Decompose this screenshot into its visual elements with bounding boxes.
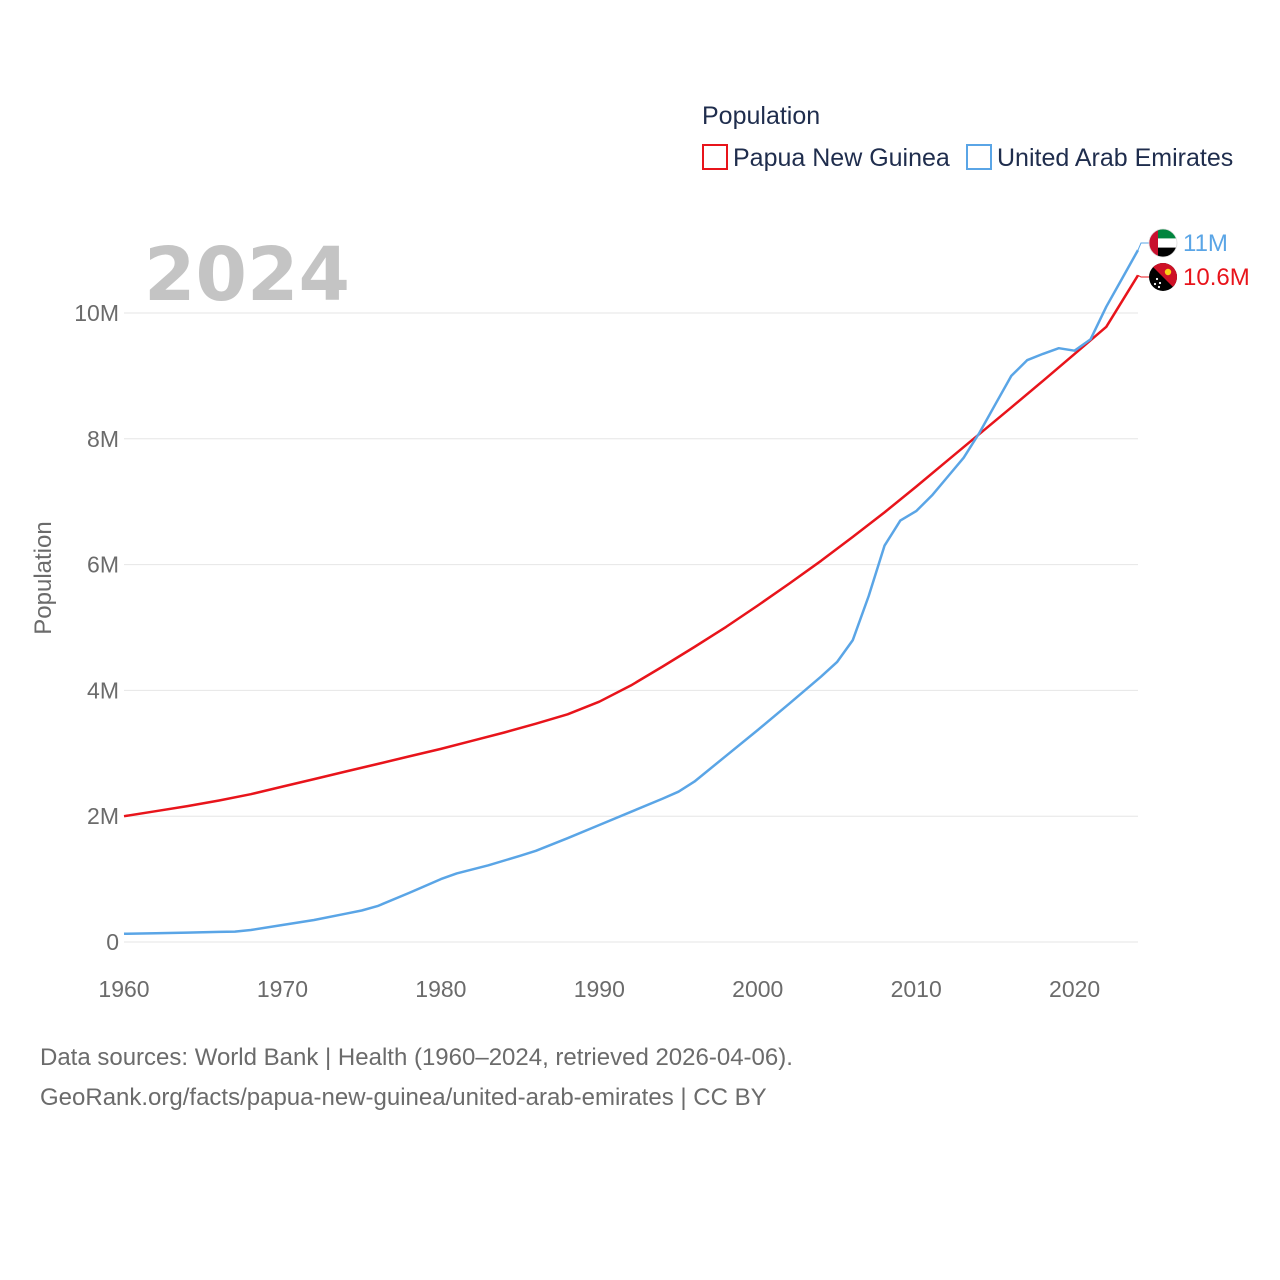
series-line-papua-new-guinea [123, 274, 1140, 818]
end-leader-united-arab-emirates [1137, 242, 1149, 251]
legend-swatch-papua-new-guinea [702, 144, 728, 170]
y-axis-ticks: 0 2M 4M 6M 8M 10M [74, 300, 119, 955]
legend-title: Population [702, 102, 820, 130]
x-tick-label-1980: 1980 [415, 976, 466, 1002]
legend-item-papua-new-guinea[interactable]: Papua New Guinea [702, 144, 950, 172]
data-source-note: Data sources: World Bank | Health (1960–… [40, 1044, 793, 1071]
end-label-united-arab-emirates: 11M [1183, 230, 1228, 257]
legend-label-united-arab-emirates: United Arab Emirates [997, 144, 1233, 172]
series-line-united-arab-emirates [123, 249, 1140, 936]
x-tick-label-2000: 2000 [732, 976, 783, 1002]
y-tick-label-10M: 10M [74, 300, 119, 326]
legend: Population Papua New Guinea United Arab … [702, 102, 1233, 172]
year-label: 2024 [144, 232, 350, 318]
end-leader-papua-new-guinea [1137, 274, 1149, 278]
legend-item-united-arab-emirates[interactable]: United Arab Emirates [966, 144, 1233, 172]
y-tick-label-0: 0 [106, 929, 119, 955]
end-label-papua-new-guinea: 10.6M [1183, 264, 1250, 291]
source-url-note: GeoRank.org/facts/papua-new-guinea/unite… [40, 1084, 767, 1111]
gridlines [124, 312, 1138, 943]
y-tick-label-2M: 2M [87, 803, 119, 829]
series-end-markers: 10.6M 11M [1137, 228, 1250, 291]
y-tick-label-4M: 4M [87, 677, 119, 703]
x-tick-label-2010: 2010 [891, 976, 942, 1002]
legend-label-papua-new-guinea: Papua New Guinea [733, 144, 950, 172]
legend-swatch-united-arab-emirates [966, 144, 992, 170]
series-lines [123, 249, 1140, 936]
x-axis-ticks: 1960 1970 1980 1990 2000 2010 2020 [98, 976, 1100, 1002]
x-tick-label-1960: 1960 [98, 976, 149, 1002]
y-tick-label-6M: 6M [87, 552, 119, 578]
united-arab-emirates-flag-icon [1148, 228, 1178, 258]
papua-new-guinea-flag-icon [1149, 263, 1177, 291]
y-tick-label-8M: 8M [87, 426, 119, 452]
x-tick-label-1970: 1970 [257, 976, 308, 1002]
y-axis-title: Population [30, 521, 57, 634]
x-tick-label-1990: 1990 [574, 976, 625, 1002]
x-tick-label-2020: 2020 [1049, 976, 1100, 1002]
